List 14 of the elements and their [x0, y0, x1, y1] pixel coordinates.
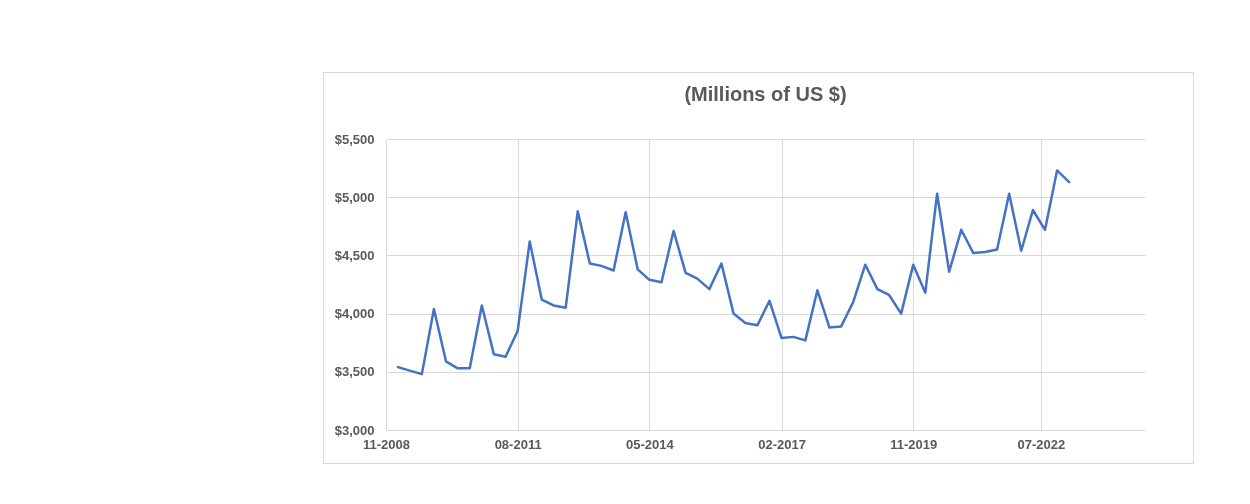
y-tick-label: $3,000	[334, 422, 375, 438]
x-tick-label: 07-2022	[1017, 436, 1066, 452]
x-tick-label: 11-2008	[363, 436, 410, 452]
y-tick-label: $3,500	[334, 364, 375, 380]
x-tick-label: 05-2014	[626, 436, 675, 452]
x-tick-label: 08-2011	[494, 436, 542, 452]
y-tick-label: $4,500	[334, 247, 375, 263]
y-tick-label: $5,500	[334, 131, 375, 147]
y-tick-label: $4,000	[334, 306, 375, 322]
chart-title: (Millions of US $)	[684, 83, 847, 105]
y-tick-label: $5,000	[334, 189, 375, 205]
x-tick-label: 02-2017	[758, 436, 806, 452]
x-tick-label: 11-2019	[890, 436, 938, 452]
line-series	[396, 169, 1071, 376]
